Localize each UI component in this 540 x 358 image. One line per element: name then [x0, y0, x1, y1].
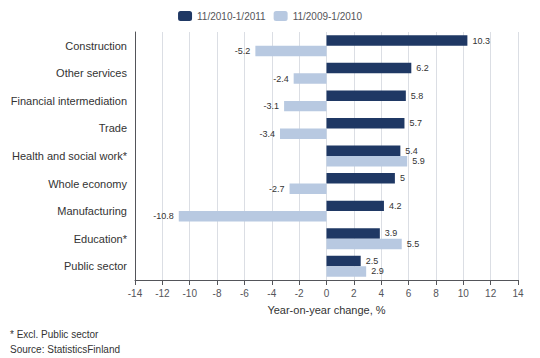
- svg-text:Education*: Education*: [74, 233, 128, 245]
- svg-text:Trade: Trade: [99, 122, 127, 134]
- svg-text:* Excl. Public sector: * Excl. Public sector: [10, 329, 99, 340]
- svg-text:-10.8: -10.8: [153, 211, 174, 221]
- svg-text:2.9: 2.9: [371, 266, 384, 276]
- svg-text:Public sector: Public sector: [64, 260, 127, 272]
- svg-text:Year-on-year change, %: Year-on-year change, %: [267, 304, 385, 316]
- svg-text:4.2: 4.2: [389, 201, 402, 211]
- svg-text:-10: -10: [182, 288, 197, 299]
- svg-text:6: 6: [406, 288, 412, 299]
- svg-text:2: 2: [351, 288, 357, 299]
- svg-text:Other services: Other services: [56, 67, 127, 79]
- svg-text:-3.1: -3.1: [264, 101, 280, 111]
- svg-text:-5.2: -5.2: [235, 46, 251, 56]
- svg-text:10: 10: [458, 288, 470, 299]
- svg-text:3.9: 3.9: [385, 228, 398, 238]
- svg-text:Manufacturing: Manufacturing: [57, 205, 127, 217]
- svg-text:11/2009-1/2010: 11/2009-1/2010: [293, 11, 363, 22]
- svg-text:-2.7: -2.7: [269, 184, 285, 194]
- svg-text:5.7: 5.7: [409, 118, 422, 128]
- svg-text:Health and social work*: Health and social work*: [12, 150, 128, 162]
- svg-text:5.4: 5.4: [405, 146, 418, 156]
- svg-text:-2: -2: [295, 288, 304, 299]
- svg-text:8: 8: [433, 288, 439, 299]
- svg-text:-2.4: -2.4: [273, 74, 289, 84]
- svg-text:5.5: 5.5: [407, 239, 420, 249]
- svg-text:10.3: 10.3: [472, 36, 490, 46]
- svg-text:6.2: 6.2: [416, 63, 429, 73]
- svg-text:-14: -14: [128, 288, 143, 299]
- svg-text:0: 0: [324, 288, 330, 299]
- svg-text:-3.4: -3.4: [259, 129, 275, 139]
- svg-text:5.8: 5.8: [411, 91, 424, 101]
- svg-text:2.5: 2.5: [366, 256, 379, 266]
- svg-text:12: 12: [485, 288, 497, 299]
- svg-text:11/2010-1/2011: 11/2010-1/2011: [197, 11, 266, 22]
- svg-text:-8: -8: [213, 288, 222, 299]
- svg-text:-4: -4: [267, 288, 276, 299]
- svg-text:Source: StatisticsFinland: Source: StatisticsFinland: [10, 344, 120, 355]
- svg-text:5: 5: [400, 173, 405, 183]
- svg-text:4: 4: [378, 288, 384, 299]
- svg-text:Construction: Construction: [65, 40, 127, 52]
- svg-text:Whole economy: Whole economy: [48, 178, 127, 190]
- svg-text:-12: -12: [155, 288, 170, 299]
- svg-text:5.9: 5.9: [412, 156, 425, 166]
- svg-text:-6: -6: [240, 288, 249, 299]
- svg-text:14: 14: [512, 288, 524, 299]
- svg-text:Financial intermediation: Financial intermediation: [11, 95, 127, 107]
